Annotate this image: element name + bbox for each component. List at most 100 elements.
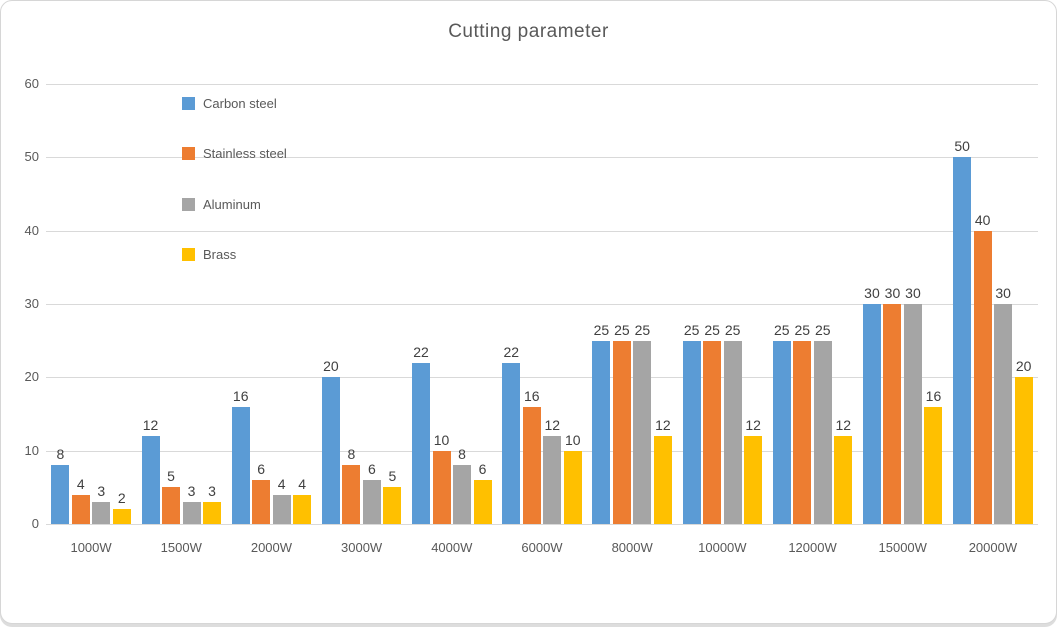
data-label-aluminum-20000w: 30 <box>995 285 1011 301</box>
data-label-carbon-steel-12000w: 25 <box>773 321 790 338</box>
data-label-brass-3000w: 5 <box>388 468 397 485</box>
data-label-aluminum-3000w: 6 <box>367 461 376 477</box>
bar-carbon-steel-3000w <box>321 377 340 524</box>
data-label-carbon-steel-1000w: 8 <box>56 446 65 463</box>
bar-brass-20000w <box>1014 377 1033 524</box>
x-tick-label-6000w: 6000W <box>521 540 563 555</box>
y-tick-label-20: 20 <box>24 369 39 385</box>
x-tick-label-12000w: 12000W <box>788 540 837 555</box>
legend-item-aluminum: Aluminum <box>182 196 261 212</box>
bar-carbon-steel-8000w <box>592 340 611 524</box>
bar-aluminum-1500w <box>182 502 201 524</box>
legend-label: Aluminum <box>203 196 261 212</box>
gridline-y-30 <box>46 304 1038 305</box>
data-label-brass-4000w: 6 <box>478 461 487 477</box>
gridline-y-50 <box>46 157 1038 159</box>
bar-aluminum-4000w <box>453 465 472 524</box>
bar-brass-4000w <box>473 480 492 524</box>
data-label-stainless-steel-15000w: 30 <box>884 285 901 301</box>
y-tick-label-60: 60 <box>24 76 39 91</box>
bar-aluminum-6000w <box>543 436 562 524</box>
chart-title: Cutting parameter <box>448 21 609 42</box>
x-tick-label-15000w: 15000W <box>878 540 927 555</box>
data-label-stainless-steel-6000w: 16 <box>523 387 540 404</box>
x-tick-label-20000w: 20000W <box>968 540 1018 555</box>
data-label-carbon-steel-2000w: 16 <box>232 387 249 404</box>
data-label-aluminum-8000w: 25 <box>634 321 651 338</box>
data-label-stainless-steel-12000w: 25 <box>794 321 811 338</box>
legend-item-brass: Brass <box>182 247 236 263</box>
legend-label: Stainless steel <box>203 146 287 161</box>
gridline-y-10 <box>46 450 1038 452</box>
x-tick-label-2000w: 2000W <box>250 540 293 555</box>
y-tick-label-10: 10 <box>24 442 39 458</box>
data-label-aluminum-15000w: 30 <box>905 285 921 301</box>
bar-carbon-steel-4000w <box>412 362 431 524</box>
data-label-aluminum-4000w: 8 <box>458 446 466 463</box>
legend-item-stainless-steel: Stainless steel <box>182 146 287 162</box>
gridline-y-0 <box>46 524 1038 525</box>
bar-aluminum-15000w <box>903 304 922 524</box>
data-label-carbon-steel-6000w: 22 <box>503 343 520 360</box>
data-label-carbon-steel-10000w: 25 <box>683 321 700 338</box>
data-label-brass-12000w: 12 <box>835 417 852 433</box>
legend-swatch-icon <box>182 147 195 160</box>
data-label-aluminum-10000w: 25 <box>724 321 741 338</box>
data-label-aluminum-1000w: 3 <box>97 483 106 499</box>
y-tick-label-40: 40 <box>24 222 39 238</box>
bar-carbon-steel-10000w <box>682 340 701 524</box>
plot-area: 8 4 3 2 12 5 3 3 16 6 4 4 20 8 6 5 22 10 8 6 22 16 12 10 25 25 25 1… <box>46 84 1038 525</box>
x-tick-label-10000w: 10000W <box>698 540 747 555</box>
bar-brass-1500w <box>203 502 222 524</box>
bar-stainless-steel-12000w <box>793 340 812 524</box>
data-label-stainless-steel-4000w: 10 <box>433 431 450 448</box>
bar-stainless-steel-3000w <box>342 465 361 524</box>
bar-aluminum-3000w <box>362 480 381 524</box>
data-label-carbon-steel-8000w: 25 <box>593 321 610 338</box>
bar-stainless-steel-20000w <box>973 230 992 524</box>
data-label-brass-6000w: 10 <box>564 431 581 448</box>
gridline-y-60 <box>46 84 1038 85</box>
bar-stainless-steel-6000w <box>522 406 541 524</box>
bar-stainless-steel-1000w <box>71 494 90 524</box>
data-label-carbon-steel-20000w: 50 <box>954 138 970 155</box>
bar-aluminum-1000w <box>92 502 111 524</box>
legend-swatch-icon <box>182 96 195 110</box>
bar-stainless-steel-15000w <box>883 304 902 524</box>
y-tick-label-30: 30 <box>24 296 39 311</box>
bar-stainless-steel-4000w <box>432 450 451 524</box>
data-label-brass-1000w: 2 <box>117 490 126 507</box>
data-label-stainless-steel-8000w: 25 <box>614 321 630 338</box>
data-label-brass-8000w: 12 <box>655 417 671 433</box>
bar-aluminum-8000w <box>633 340 652 524</box>
bar-carbon-steel-1500w <box>141 436 160 524</box>
data-label-stainless-steel-2000w: 6 <box>257 461 266 477</box>
data-label-carbon-steel-4000w: 22 <box>413 343 429 360</box>
data-label-stainless-steel-20000w: 40 <box>974 211 991 228</box>
bar-brass-8000w <box>653 436 672 524</box>
x-tick-label-1000w: 1000W <box>70 540 112 555</box>
x-tick-label-4000w: 4000W <box>431 540 473 555</box>
bar-aluminum-20000w <box>994 304 1013 524</box>
data-label-brass-1500w: 3 <box>208 483 216 499</box>
x-tick-label-1500w: 1500W <box>160 540 202 555</box>
gridline-y-40 <box>46 230 1038 232</box>
legend-label: Carbon steel <box>203 95 277 111</box>
data-label-stainless-steel-1000w: 4 <box>76 475 85 492</box>
bar-brass-1000w <box>112 509 131 524</box>
data-label-brass-10000w: 12 <box>745 417 761 433</box>
data-label-aluminum-6000w: 12 <box>544 417 561 433</box>
x-tick-label-3000w: 3000W <box>341 540 383 555</box>
data-label-aluminum-12000w: 25 <box>814 321 831 338</box>
bar-aluminum-10000w <box>723 340 742 524</box>
bar-stainless-steel-8000w <box>612 340 631 524</box>
data-label-aluminum-1500w: 3 <box>187 483 196 499</box>
data-label-carbon-steel-1500w: 12 <box>142 417 159 433</box>
legend-swatch-icon <box>182 248 195 261</box>
data-label-stainless-steel-10000w: 25 <box>704 321 720 338</box>
data-label-stainless-steel-3000w: 8 <box>347 446 356 463</box>
legend-label: Brass <box>203 247 237 262</box>
x-tick-label-8000w: 8000W <box>611 540 653 555</box>
gridline-y-20 <box>46 377 1038 379</box>
